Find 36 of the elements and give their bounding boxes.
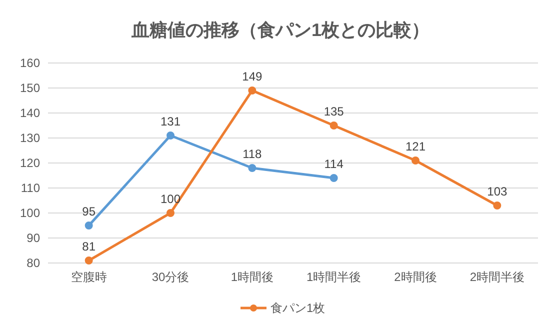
point	[84, 222, 93, 230]
point	[493, 202, 502, 210]
y-tick-label: 110	[20, 181, 40, 195]
y-tick-label: 120	[20, 156, 40, 170]
data-label: 81	[82, 240, 96, 254]
data-label: 118	[242, 147, 262, 161]
x-tick-label: 2時間後	[394, 270, 437, 284]
point	[330, 122, 338, 130]
y-tick-label: 80	[26, 256, 40, 270]
data-label: 149	[242, 70, 262, 84]
data-label: 131	[160, 114, 181, 128]
point	[248, 86, 256, 94]
x-tick-label: 2時間半後	[470, 270, 525, 284]
x-tick-label: 1時間後	[230, 270, 274, 284]
data-label: 121	[405, 140, 426, 154]
y-tick-label: 140	[20, 106, 40, 120]
x-tick-label: 空腹時	[70, 270, 107, 284]
point	[166, 132, 174, 140]
y-tick-label: 100	[20, 206, 40, 220]
data-label: 135	[324, 104, 344, 118]
point	[166, 209, 174, 217]
chart-title: 血糖値の推移（食パン1枚との比較）	[130, 20, 430, 40]
y-tick-label: 160	[20, 56, 40, 70]
y-tick-label: 90	[26, 231, 40, 245]
data-label: 114	[324, 157, 344, 171]
legend-label: 食パン1枚	[270, 301, 326, 315]
data-label: 95	[82, 204, 96, 218]
x-tick-label: 1時間半後	[306, 270, 362, 284]
data-label: 103	[487, 184, 508, 198]
point	[330, 174, 338, 182]
point	[84, 256, 93, 264]
y-tick-label: 130	[20, 131, 40, 145]
point	[248, 164, 256, 172]
point	[412, 156, 420, 164]
x-tick-label: 30分後	[152, 270, 190, 284]
y-tick-label: 150	[20, 81, 40, 95]
